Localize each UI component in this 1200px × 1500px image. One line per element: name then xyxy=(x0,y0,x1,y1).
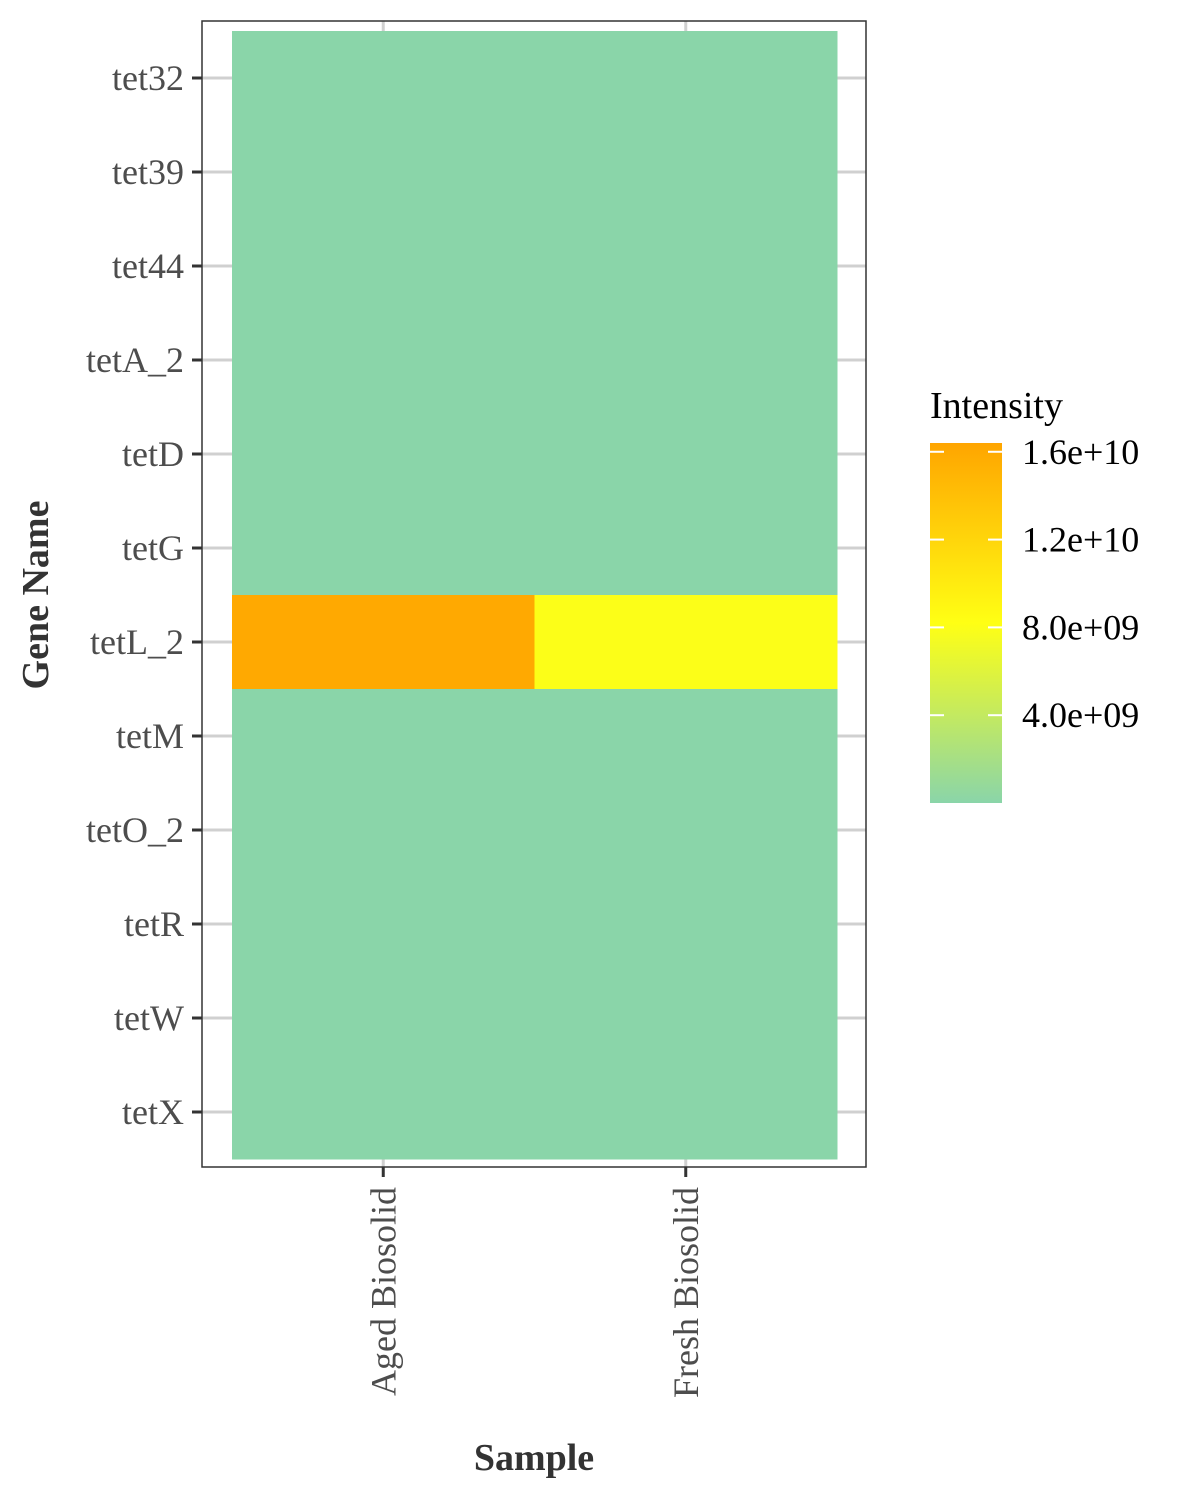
heatmap-cell xyxy=(232,877,535,972)
panel-border xyxy=(201,20,867,1168)
heatmap-cell xyxy=(534,971,838,1066)
heatmap-cells xyxy=(232,31,838,1160)
heatmap-cell xyxy=(534,219,838,314)
legend-ticks: 1.6e+10 1.2e+10 8.0e+09 4.0e+09 xyxy=(930,432,1139,735)
heatmap-cell xyxy=(232,1065,535,1160)
heatmap-cell xyxy=(534,877,838,972)
legend-label: 8.0e+09 xyxy=(1022,607,1139,647)
heatmap-cell xyxy=(534,1065,838,1160)
x-tick-label: Aged Biosolid xyxy=(363,1187,403,1396)
x-axis: Aged Biosolid Fresh Biosolid xyxy=(363,1167,706,1398)
y-tick-label: tetD xyxy=(122,434,184,474)
y-axis-title: Gene Name xyxy=(15,501,57,690)
y-tick-label: tet44 xyxy=(112,246,184,286)
y-tick-label: tetW xyxy=(114,998,184,1038)
y-tick-label: tetG xyxy=(122,528,184,568)
heatmap-cell xyxy=(232,595,535,690)
heatmap-cell xyxy=(534,31,838,126)
y-tick-label: tet39 xyxy=(112,152,184,192)
heatmap-cell xyxy=(232,125,535,220)
x-axis-title: Sample xyxy=(474,1437,594,1479)
heatmap-cell xyxy=(232,783,535,878)
y-tick-label: tetL_2 xyxy=(90,622,184,662)
y-tick-label: tet32 xyxy=(112,58,184,98)
legend-label: 1.6e+10 xyxy=(1022,432,1139,472)
y-tick-label: tetX xyxy=(122,1092,184,1132)
heatmap-cell xyxy=(232,31,535,126)
heatmap-cell xyxy=(534,783,838,878)
heatmap-cell xyxy=(232,501,535,596)
y-tick-label: tetO_2 xyxy=(86,810,184,850)
legend-title: Intensity xyxy=(930,385,1063,427)
heatmap-cell xyxy=(534,689,838,784)
legend-label: 4.0e+09 xyxy=(1022,695,1139,735)
legend-label: 1.2e+10 xyxy=(1022,520,1139,560)
x-tick-label: Fresh Biosolid xyxy=(666,1187,706,1398)
y-tick-label: tetM xyxy=(116,716,184,756)
legend: Intensity 1.6e+10 1.2e+10 8.0e+09 4.0e+09 xyxy=(930,385,1139,803)
heatmap-cell xyxy=(232,407,535,502)
heatmap-cell xyxy=(534,501,838,596)
y-axis: tet32 tet39 tet44 tetA_2 tetD tetG tetL_2 tetM t… xyxy=(86,58,202,1132)
heatmap-cell xyxy=(232,689,535,784)
heatmap-cell xyxy=(232,971,535,1066)
legend-colorbar xyxy=(930,443,1002,803)
y-tick-label: tetA_2 xyxy=(86,340,184,380)
heatmap-cell xyxy=(534,407,838,502)
heatmap-cell xyxy=(534,313,838,408)
heatmap-cell xyxy=(534,125,838,220)
heatmap-cell xyxy=(232,313,535,408)
heatmap-cell xyxy=(232,219,535,314)
y-tick-label: tetR xyxy=(124,904,184,944)
heatmap-cell xyxy=(534,595,838,690)
